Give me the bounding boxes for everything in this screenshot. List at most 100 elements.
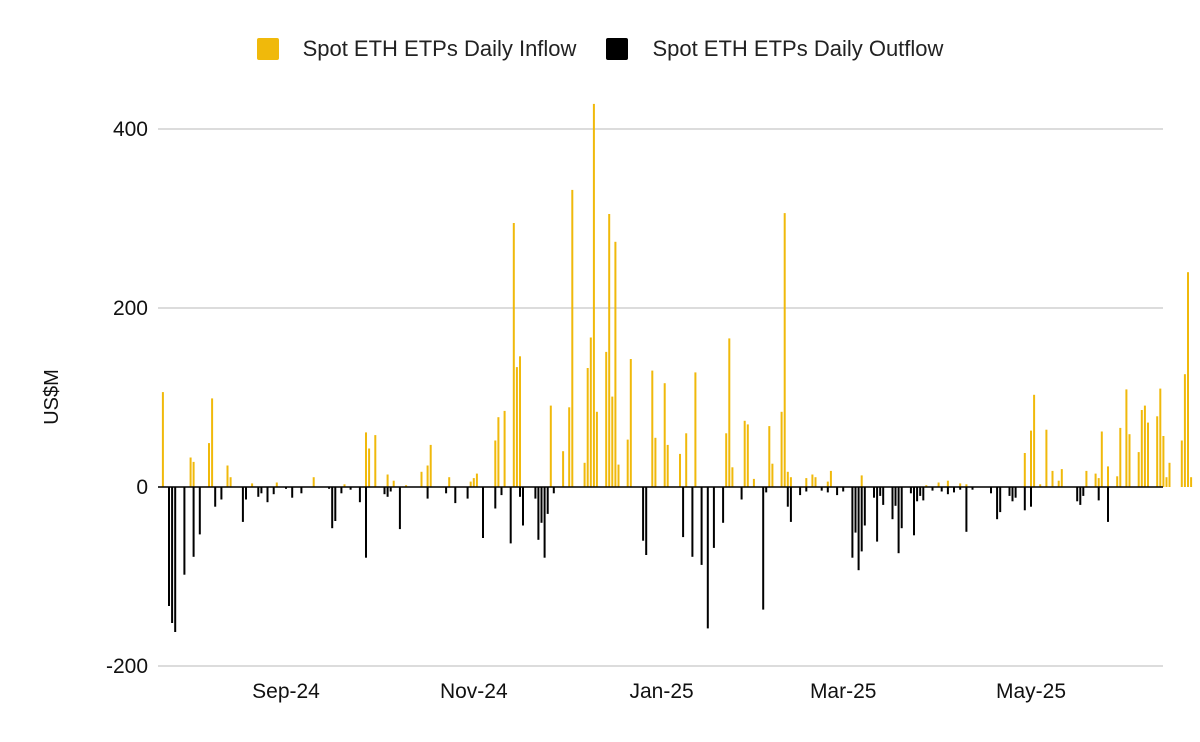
outflow-bar [174, 487, 177, 632]
inflow-bar [568, 407, 571, 487]
outflow-bar [245, 487, 247, 500]
inflow-bar [1137, 452, 1140, 487]
inflow-bar [626, 439, 629, 487]
outflow-bar [946, 487, 949, 495]
inflow-bar [571, 189, 574, 487]
inflow-bar [946, 480, 949, 487]
outflow-bar [537, 487, 540, 540]
outflow-bar [953, 487, 955, 493]
outflow-bar [383, 487, 386, 495]
inflow-bar [226, 465, 229, 487]
inflow-bar [654, 437, 657, 487]
outflow-bar [990, 487, 992, 494]
inflow-bar [475, 473, 478, 487]
inflow-bar [392, 480, 395, 487]
inflow-bar [771, 463, 774, 487]
inflow-bar [805, 478, 808, 487]
outflow-bar [291, 487, 294, 498]
inflow-bar [229, 477, 232, 487]
outflow-bar [940, 487, 943, 492]
outflow-bar [543, 487, 546, 558]
outflow-bar [534, 487, 537, 499]
inflow-bar [1094, 473, 1097, 487]
outflow-bar [1076, 487, 1079, 502]
inflow-bar [685, 433, 688, 487]
inflow-bar [312, 477, 315, 487]
inflow-bar [251, 483, 254, 487]
outflow-bar [1014, 487, 1017, 498]
outflow-bar [842, 487, 845, 492]
legend-item-outflow[interactable]: Spot ETH ETPs Daily Outflow [606, 36, 943, 62]
legend-swatch-inflow [256, 38, 279, 60]
inflow-bar [275, 482, 278, 487]
inflow-bar [448, 477, 451, 487]
inflow-bar [1033, 394, 1036, 487]
inflow-bar [768, 426, 771, 487]
inflow-bar [368, 448, 371, 487]
outflow-bar [854, 487, 857, 533]
inflow-bar [494, 440, 497, 487]
inflow-bar [1107, 466, 1109, 487]
outflow-bar [873, 487, 875, 498]
outflow-bar [198, 487, 201, 535]
outflow-bar [546, 487, 549, 514]
inflow-bar [1183, 374, 1186, 487]
inflow-bar [374, 435, 377, 487]
inflow-bar [189, 457, 192, 487]
inflow-bar [783, 213, 786, 487]
inflow-bar [1180, 440, 1183, 487]
outflow-bar [358, 487, 361, 503]
inflow-bar [1147, 422, 1149, 487]
inflow-bar [617, 464, 620, 487]
outflow-bar [691, 487, 694, 557]
outflow-bar [1097, 487, 1100, 501]
outflow-bar [740, 487, 743, 500]
outflow-bar [389, 487, 392, 492]
inflow-bar [1168, 462, 1171, 487]
inflow-bar [651, 370, 654, 487]
inflow-bar [1097, 478, 1100, 487]
outflow-bar [876, 487, 879, 542]
outflow-bar [851, 487, 854, 558]
inflow-bar [925, 485, 928, 487]
outflow-bar [365, 487, 367, 558]
outflow-bar [891, 487, 894, 520]
inflow-bar [1116, 476, 1119, 487]
inflow-bar [1023, 453, 1026, 487]
inflow-bar [1162, 436, 1165, 487]
legend-item-inflow[interactable]: Spot ETH ETPs Daily Inflow [256, 36, 576, 62]
inflow-bar [497, 417, 500, 487]
inflow-bar [589, 337, 592, 487]
outflow-bar [762, 487, 765, 610]
inflow-bar [519, 356, 521, 487]
inflow-bar [746, 424, 749, 487]
legend-label-outflow: Spot ETH ETPs Daily Outflow [652, 36, 944, 61]
outflow-bar [522, 487, 524, 526]
inflow-bar [1051, 470, 1054, 487]
inflow-bar [1085, 470, 1088, 487]
inflow-bar [515, 367, 518, 487]
inflow-bar [503, 410, 506, 487]
inflow-bar [937, 482, 940, 487]
outflow-bar [171, 487, 174, 623]
inflow-bar [811, 474, 814, 487]
inflow-bar [211, 398, 214, 487]
inflow-bar [780, 411, 783, 487]
inflow-bar [426, 465, 429, 487]
bars [161, 103, 1193, 632]
inflow-bar [1140, 410, 1143, 487]
x-tick-label: Nov-24 [440, 680, 508, 703]
outflow-bar [1011, 487, 1014, 502]
outflow-bar [509, 487, 512, 544]
outflow-bar [916, 487, 919, 502]
x-tick-label: May-25 [996, 680, 1066, 703]
inflow-bar [731, 467, 734, 487]
inflow-bar [786, 471, 789, 487]
inflow-bar [161, 392, 164, 487]
outflow-bar [922, 487, 925, 501]
outflow-bar [642, 487, 645, 541]
outflow-bar [540, 487, 543, 523]
x-tick-label: Sep-24 [252, 680, 320, 703]
